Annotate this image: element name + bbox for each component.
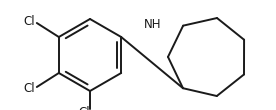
Text: NH: NH [144,18,162,31]
Text: Cl: Cl [23,16,35,28]
Text: Cl: Cl [23,82,35,95]
Text: Cl: Cl [78,105,90,110]
